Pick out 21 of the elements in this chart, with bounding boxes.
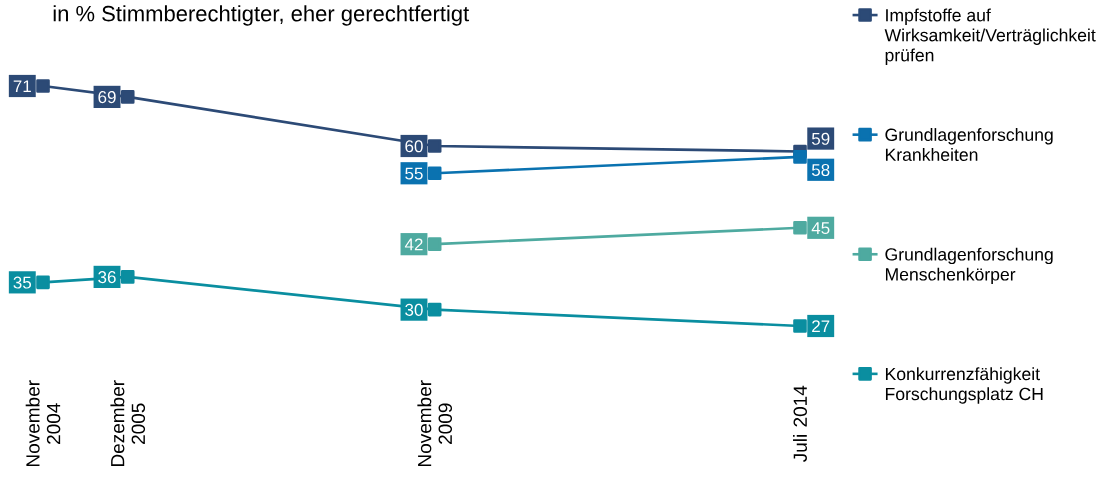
legend-label: Impfstoffe auf Wirksamkeit/Verträglichkeit prüfen xyxy=(884,8,1096,65)
data-label: 60 xyxy=(405,140,423,153)
data-label: 36 xyxy=(98,271,116,284)
data-label: 45 xyxy=(811,222,830,235)
x-tick-label: Dezember 2005 xyxy=(110,380,146,467)
chart-title: in % Stimmberechtigter, eher gerechtfertigt xyxy=(53,5,470,26)
x-tick-label: November 2009 xyxy=(417,380,453,467)
data-label: 69 xyxy=(98,91,116,104)
data-label: 58 xyxy=(811,163,830,177)
legend-label: Konkurrenzfähigkeit Forschungsplatz CH xyxy=(885,367,1043,404)
data-label: 35 xyxy=(13,276,32,289)
legend-label: Grundlagenforschung Krankheiten xyxy=(885,128,1053,162)
legend-label: Grundlagenforschung Menschenkörper xyxy=(885,247,1053,285)
data-label: 55 xyxy=(405,167,423,180)
data-label: 27 xyxy=(812,320,830,333)
x-tick-label: Juli 2014 xyxy=(793,385,807,463)
x-tick-label: November 2004 xyxy=(25,380,61,467)
data-label: 30 xyxy=(405,303,423,316)
data-label: 59 xyxy=(811,132,830,145)
data-label: 42 xyxy=(404,238,423,251)
data-label: 71 xyxy=(13,80,31,93)
